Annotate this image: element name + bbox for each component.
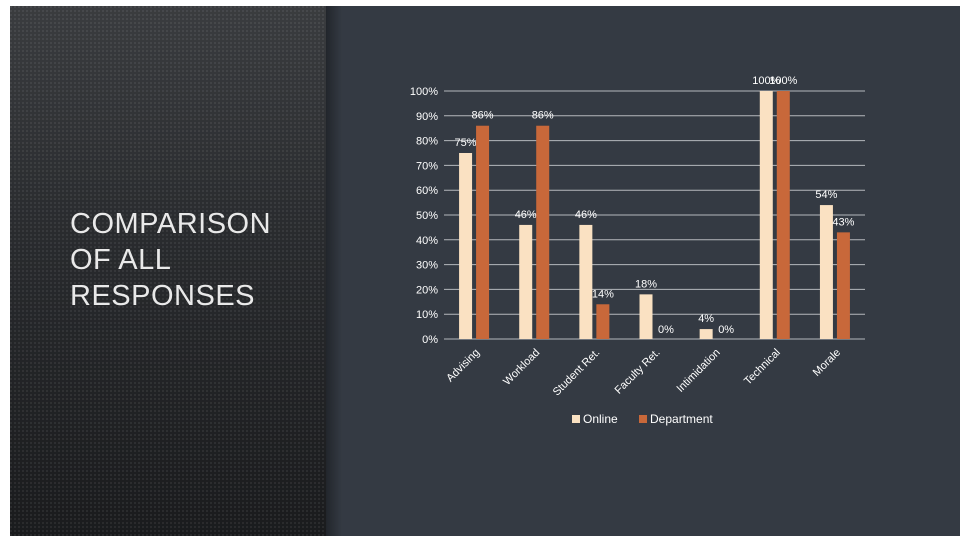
y-tick-label: 30% [416, 260, 438, 272]
category-label: Student Ret. [551, 347, 603, 399]
data-label: 54% [815, 189, 837, 201]
legend-swatch-online [572, 415, 580, 423]
data-label: 100% [769, 75, 797, 87]
y-tick-label: 0% [422, 334, 438, 346]
bar-department [476, 125, 490, 339]
y-tick-label: 80% [416, 136, 438, 148]
data-label: 46% [515, 209, 537, 221]
y-tick-label: 10% [416, 309, 438, 321]
category-label: Faculty Ret. [613, 347, 663, 397]
data-label: 75% [455, 137, 477, 149]
y-tick-label: 50% [416, 210, 438, 222]
panel-shadow [326, 6, 342, 536]
category-label: Advising [444, 347, 482, 385]
data-label: 46% [575, 209, 597, 221]
category-label: Intimidation [674, 347, 722, 395]
data-label: 0% [658, 324, 674, 336]
legend-label: Department [650, 412, 713, 426]
data-label: 18% [635, 278, 657, 290]
y-tick-label: 40% [416, 235, 438, 247]
data-label: 14% [592, 288, 614, 300]
bar-department [536, 125, 550, 339]
bar-online [699, 329, 713, 339]
legend-swatch-department [639, 415, 647, 423]
y-tick-label: 20% [416, 284, 438, 296]
data-label: 86% [472, 110, 494, 122]
bar-department [776, 91, 790, 339]
y-tick-label: 70% [416, 160, 438, 172]
title-panel: COMPARISON OF ALL RESPONSES [10, 6, 326, 536]
bar-online [579, 224, 593, 339]
data-label: 0% [718, 324, 734, 336]
category-label: Morale [811, 347, 843, 379]
slide: COMPARISON OF ALL RESPONSES 0% 10% 20% 30% 4… [10, 6, 960, 536]
data-label: 43% [832, 216, 854, 228]
bar-online [639, 294, 653, 339]
y-tick-label: 60% [416, 185, 438, 197]
bar-online [519, 224, 533, 339]
legend-label: Online [583, 412, 618, 426]
category-label: Technical [742, 347, 783, 388]
slide-title: COMPARISON OF ALL RESPONSES [70, 208, 272, 312]
category-label: Workload [501, 347, 542, 388]
data-label: 100% [752, 75, 780, 87]
y-tick-label: 90% [416, 111, 438, 123]
bar-online [459, 153, 473, 339]
bar-online [759, 91, 773, 339]
bar-online [819, 205, 833, 339]
data-label: 4% [698, 313, 714, 325]
y-tick-label: 100% [410, 86, 438, 98]
data-label: 86% [532, 110, 554, 122]
bar-department [836, 232, 850, 339]
bar-chart: 0% 10% 20% 30% 40% 50% 60% 70% 80% 90% 100% 75% 86% A… [410, 75, 865, 426]
bar-department [596, 304, 610, 339]
